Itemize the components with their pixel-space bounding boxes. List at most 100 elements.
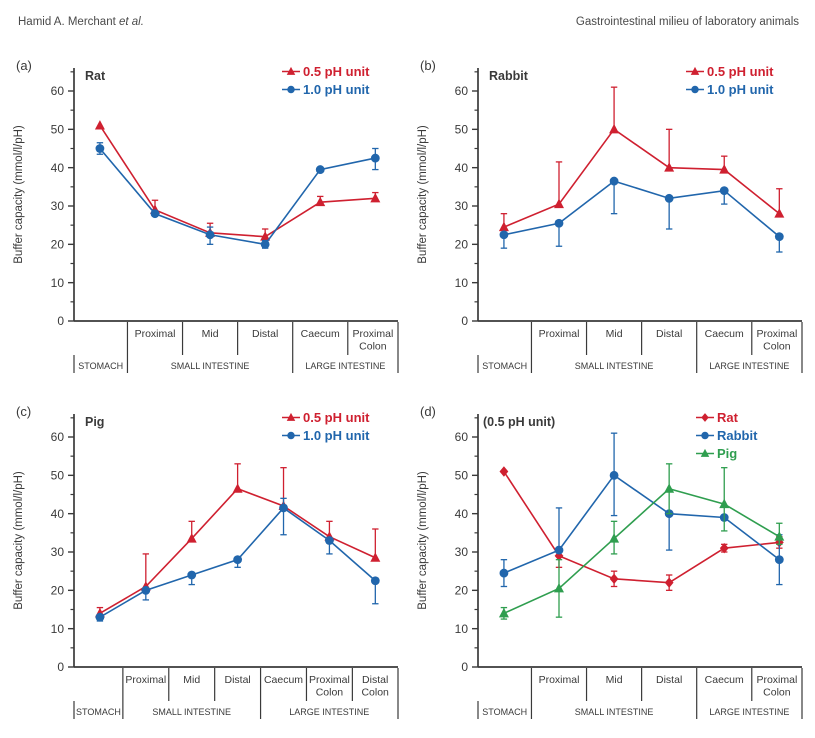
y-axis: 0 10 20 30 40 50 60 Buffer capacity (mmol/l/pH) — [13, 68, 75, 328]
region-group-label: STOMACH — [482, 707, 527, 717]
chart-svg-a: 0 10 20 30 40 50 60 Buffer capacity (mmol/l/pH)… — [13, 64, 399, 373]
legend-label: Rabbit — [717, 428, 758, 443]
legend-label: 0.5 pH unit — [303, 64, 370, 79]
series-1-0-ph-unit — [95, 497, 380, 622]
chart-title: Rabbit — [489, 69, 529, 83]
panel-label-d: (d) — [420, 404, 436, 419]
y-tick-label: 0 — [57, 314, 64, 328]
region-group-label: SMALL INTESTINE — [171, 361, 250, 371]
segment-label: Mid — [202, 328, 219, 340]
chart-title: (0.5 pH unit) — [483, 415, 555, 429]
y-axis: 0 10 20 30 40 50 60 Buffer capacity (mmol/l/pH) — [417, 68, 479, 328]
segment-label: Distal — [252, 328, 278, 340]
y-axis-title: Buffer capacity (mmol/l/pH) — [417, 125, 429, 264]
x-axis: Proximal Mid Distal Caecum ProximalColonDist… — [73, 666, 399, 719]
y-tick-label: 40 — [51, 161, 65, 175]
series-1-0-ph-unit — [95, 142, 380, 249]
chart-panel-d: (d) 0 10 20 30 40 50 60 Buffer capacity (mmol/l… — [412, 394, 812, 734]
y-tick-label: 20 — [51, 584, 65, 598]
y-tick-label: 50 — [51, 123, 65, 137]
y-axis: 0 10 20 30 40 50 60 Buffer capacity (mmol/l/pH) — [13, 414, 75, 674]
region-group-label: STOMACH — [78, 361, 123, 371]
y-axis-title: Buffer capacity (mmol/l/pH) — [13, 471, 25, 610]
segment-label: Proximal — [309, 674, 350, 686]
region-group-label: LARGE INTESTINE — [305, 361, 385, 371]
legend: Rat Rabbit Pig — [696, 410, 758, 461]
region-group-label: LARGE INTESTINE — [289, 707, 369, 717]
y-tick-label: 10 — [455, 622, 469, 636]
legend-label: 0.5 pH unit — [303, 410, 370, 425]
segment-label: Caecum — [301, 328, 340, 340]
segment-label: Colon — [359, 341, 387, 353]
segment-label: Distal — [656, 674, 682, 686]
segment-label: Distal — [656, 328, 682, 340]
x-axis: Proximal Mid Distal Caecum ProximalColonSTOM… — [477, 666, 803, 719]
header-author: Hamid A. Merchant et al. — [18, 16, 144, 28]
y-tick-label: 20 — [51, 238, 65, 252]
region-group-label: STOMACH — [76, 707, 121, 717]
segment-label: Proximal — [539, 328, 580, 340]
author-etal: et al. — [115, 16, 144, 28]
region-group-label: SMALL INTESTINE — [575, 361, 654, 371]
y-tick-label: 40 — [51, 507, 65, 521]
x-axis: Proximal Mid Distal Caecum ProximalColonSTOM… — [73, 320, 399, 373]
chart-panel-b: (b) 0 10 20 30 40 50 60 Buffer capacity (mmol/l… — [412, 48, 812, 388]
y-axis: 0 10 20 30 40 50 60 Buffer capacity (mmol/l/pH) — [417, 414, 479, 674]
segment-label: Mid — [606, 328, 623, 340]
y-axis-title: Buffer capacity (mmol/l/pH) — [13, 125, 25, 264]
chart-panel-c: (c) 0 10 20 30 40 50 60 Buffer capacity (mmol/l… — [8, 394, 408, 734]
segment-label: Caecum — [705, 674, 744, 686]
series-1-0-ph-unit — [499, 176, 784, 253]
panel-label-c: (c) — [16, 404, 32, 419]
legend: 0.5 pH unit 1.0 pH unit — [686, 64, 774, 97]
segment-label: Proximal — [756, 328, 797, 340]
y-tick-label: 10 — [51, 622, 65, 636]
chart-svg-b: 0 10 20 30 40 50 60 Buffer capacity (mmol/l/pH)… — [417, 64, 803, 373]
legend-label: Pig — [717, 446, 737, 461]
y-tick-label: 60 — [455, 84, 469, 98]
segment-label: Colon — [316, 687, 344, 699]
legend: 0.5 pH unit 1.0 pH unit — [282, 64, 370, 97]
series-rabbit — [499, 432, 784, 588]
y-tick-label: 10 — [51, 276, 65, 290]
y-tick-label: 50 — [51, 469, 65, 483]
segment-label: Distal — [224, 674, 250, 686]
chart-title: Pig — [85, 415, 104, 429]
region-group-label: STOMACH — [482, 361, 527, 371]
y-tick-label: 30 — [455, 545, 469, 559]
x-axis: Proximal Mid Distal Caecum ProximalColonSTOM… — [477, 320, 803, 373]
legend-label: Rat — [717, 410, 739, 425]
y-tick-label: 50 — [455, 123, 469, 137]
y-tick-label: 20 — [455, 584, 469, 598]
y-tick-label: 0 — [461, 660, 468, 674]
segment-label: Mid — [183, 674, 200, 686]
chart-svg-d: 0 10 20 30 40 50 60 Buffer capacity (mmol/l/pH)… — [417, 410, 803, 719]
chart-svg-c: 0 10 20 30 40 50 60 Buffer capacity (mmol/l/pH)… — [13, 410, 399, 719]
legend-label: 1.0 pH unit — [303, 428, 370, 443]
legend-label: 0.5 pH unit — [707, 64, 774, 79]
region-group-label: LARGE INTESTINE — [709, 707, 789, 717]
segment-label: Colon — [361, 687, 389, 699]
header-running-title: Gastrointestinal milieu of laboratory an… — [575, 16, 799, 28]
y-tick-label: 0 — [461, 314, 468, 328]
y-tick-label: 20 — [455, 238, 469, 252]
y-tick-label: 60 — [51, 430, 65, 444]
segment-label: Proximal — [539, 674, 580, 686]
legend-label: 1.0 pH unit — [303, 82, 370, 97]
y-tick-label: 0 — [57, 660, 64, 674]
panel-label-b: (b) — [420, 58, 436, 73]
segment-label: Colon — [763, 341, 791, 353]
y-axis-title: Buffer capacity (mmol/l/pH) — [417, 471, 429, 610]
y-tick-label: 60 — [51, 84, 65, 98]
segment-label: Mid — [606, 674, 623, 686]
y-tick-label: 30 — [455, 199, 469, 213]
segment-label: Colon — [763, 687, 791, 699]
y-tick-label: 10 — [455, 276, 469, 290]
region-group-label: SMALL INTESTINE — [575, 707, 654, 717]
region-group-label: SMALL INTESTINE — [152, 707, 231, 717]
segment-label: Proximal — [135, 328, 176, 340]
region-group-label: LARGE INTESTINE — [709, 361, 789, 371]
series-pig — [498, 463, 785, 620]
y-tick-label: 40 — [455, 507, 469, 521]
legend-label: 1.0 pH unit — [707, 82, 774, 97]
